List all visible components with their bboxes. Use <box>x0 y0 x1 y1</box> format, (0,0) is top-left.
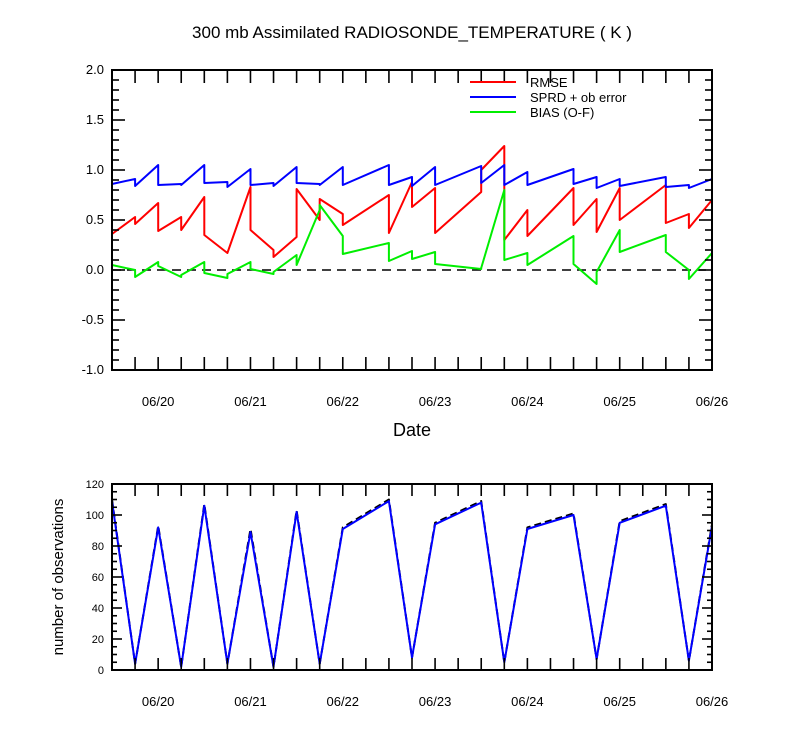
y-tick-label: 2.0 <box>86 62 104 77</box>
top-series-group <box>111 145 713 285</box>
y-tick-label: 0.5 <box>86 212 104 227</box>
y-tick-label: 1.5 <box>86 112 104 127</box>
x-tick-label: 06/24 <box>511 394 544 409</box>
x-tick-label: 06/24 <box>511 694 544 709</box>
x-tick-label: 06/20 <box>142 394 175 409</box>
top-x-axis-title: Date <box>393 420 431 440</box>
x-tick-label: 06/22 <box>326 394 359 409</box>
y-tick-label: 120 <box>86 479 104 491</box>
series-line-sprd-ob-error <box>111 164 713 189</box>
top-panel: -1.0-0.50.00.51.01.52.0 06/20 06/21 06/22 0… <box>82 62 729 440</box>
x-tick-label: 06/22 <box>326 694 359 709</box>
y-tick-label: -0.5 <box>82 312 104 327</box>
top-axis-ticks <box>111 69 713 371</box>
x-tick-label: 06/26 <box>696 694 729 709</box>
legend-label: SPRD + ob error <box>530 90 627 105</box>
x-tick-label: 06/25 <box>603 694 636 709</box>
x-tick-label: 06/21 <box>234 694 267 709</box>
x-tick-label: 06/26 <box>696 394 729 409</box>
y-tick-label: 1.0 <box>86 162 104 177</box>
series-line-rmse <box>111 145 713 258</box>
top-plot-frame <box>111 69 713 371</box>
bottom-y-axis-title: number of observations <box>50 499 67 656</box>
bottom-axis-ticks <box>111 483 713 671</box>
y-tick-label: 0.0 <box>86 262 104 277</box>
x-tick-label: 06/20 <box>142 694 175 709</box>
y-tick-label: 60 <box>92 572 104 584</box>
bottom-x-tick-labels: 06/20 06/21 06/22 06/23 06/24 06/25 06/26 <box>142 694 728 709</box>
y-tick-label: 0 <box>98 665 104 677</box>
y-tick-label: 80 <box>92 541 104 553</box>
bottom-y-tick-labels: 0 20 40 60 80 100 120 <box>86 479 104 677</box>
x-tick-label: 06/25 <box>603 394 636 409</box>
x-tick-label: 06/23 <box>419 394 452 409</box>
x-tick-label: 06/21 <box>234 394 267 409</box>
legend-label: BIAS (O-F) <box>530 105 594 120</box>
y-tick-label: -1.0 <box>82 362 104 377</box>
bottom-series-group <box>111 498 713 668</box>
chart-title: 300 mb Assimilated RADIOSONDE_TEMPERATUR… <box>192 23 632 42</box>
y-tick-label: 20 <box>92 634 104 646</box>
bottom-plot-frame <box>111 483 713 671</box>
y-tick-label: 100 <box>86 510 104 522</box>
x-tick-label: 06/23 <box>419 694 452 709</box>
legend-label: RMSE <box>530 75 568 90</box>
top-y-tick-labels: -1.0 -0.5 0.0 0.5 1.0 1.5 2.0 <box>82 62 104 377</box>
series-line-bias-o-f <box>111 189 713 285</box>
y-tick-label: 40 <box>92 603 104 615</box>
series-line-obs-used <box>111 500 713 668</box>
top-x-tick-labels: 06/20 06/21 06/22 06/23 06/24 06/25 06/26 <box>142 394 728 409</box>
